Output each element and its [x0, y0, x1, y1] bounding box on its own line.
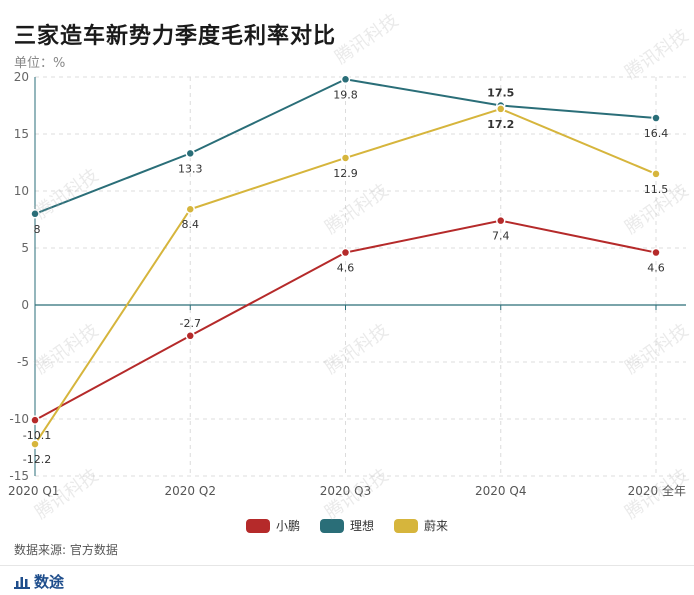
line-chart: -15 -10 -5 0 5 10 15 20 2020 Q1 2020 Q2 2020 Q3 202…: [8, 70, 686, 498]
x-tick-label: 2020 Q3: [320, 484, 371, 498]
footer-divider: [0, 565, 694, 566]
y-tick-label: 0: [21, 298, 29, 312]
data-label: 4.6: [647, 262, 665, 275]
legend-label: 理想: [349, 519, 374, 533]
data-point: [651, 113, 661, 123]
legend-swatch: [319, 518, 344, 533]
data-point: [651, 247, 661, 258]
grid-layer: [34, 76, 686, 477]
x-tick-label: 2020 Q2: [165, 484, 216, 498]
bar-chart-icon: [14, 576, 30, 589]
data-point: [185, 148, 195, 159]
x-tick-label: 2020 Q1: [8, 484, 59, 498]
data-label: 17.5: [487, 87, 514, 100]
data-label: 4.6: [337, 262, 355, 275]
data-point: [30, 439, 40, 449]
data-point: [340, 247, 351, 258]
label-layer: -10.1 -2.7 4.6 7.4 4.6 8 13.3 19.8 17.5 16.4 -12.2…: [23, 87, 668, 467]
data-point: [340, 74, 351, 85]
data-point: [496, 104, 506, 114]
data-point: [185, 331, 195, 341]
data-label: 7.4: [492, 230, 510, 243]
y-tick-label: 10: [14, 184, 29, 198]
legend: 小鹏 理想 蔚来: [0, 517, 694, 534]
y-tick-label: 20: [14, 70, 29, 84]
legend-swatch: [394, 518, 418, 533]
data-source: 数据来源: 官方数据: [14, 543, 118, 557]
x-tick-label: 2020 Q4: [475, 484, 526, 498]
legend-item[interactable]: 蔚来: [394, 517, 448, 534]
data-label: 12.9: [333, 167, 358, 180]
axis-layer: -15 -10 -5 0 5 10 15 20 2020 Q1 2020 Q2 2020 Q3 202…: [8, 70, 686, 498]
x-tick-label: 2020 全年: [628, 483, 686, 498]
y-tick-label: 15: [14, 127, 29, 141]
data-label: 8.4: [182, 218, 200, 231]
legend-label: 小鹏: [275, 519, 300, 533]
series-layer: [30, 74, 661, 449]
data-label: 16.4: [644, 127, 669, 140]
data-label: 13.3: [178, 162, 203, 175]
y-tick-label: -10: [9, 412, 29, 426]
brand-name: 数途: [34, 573, 65, 591]
data-label: 17.2: [487, 118, 514, 131]
data-label: -12.2: [23, 453, 51, 466]
data-label: 11.5: [644, 183, 669, 196]
legend-swatch: [245, 518, 270, 533]
data-point: [496, 215, 506, 226]
unit-label: 单位：%: [14, 56, 66, 71]
brand-logo: 数途: [14, 571, 64, 592]
y-tick-label: -5: [17, 355, 29, 369]
data-point: [340, 153, 351, 163]
chart-title: 三家造车新势力季度毛利率对比: [14, 24, 337, 49]
data-point: [651, 169, 661, 179]
legend-label: 蔚来: [424, 519, 449, 533]
data-point: [185, 204, 195, 214]
y-tick-label: -15: [9, 469, 29, 483]
data-label: -2.7: [180, 317, 201, 330]
data-label: -10.1: [23, 429, 51, 442]
data-point: [30, 209, 40, 219]
legend-item[interactable]: 小鹏: [245, 517, 300, 534]
y-tick-label: 5: [21, 241, 29, 255]
legend-item[interactable]: 理想: [319, 517, 374, 534]
data-label: 19.8: [333, 88, 358, 101]
data-label: 8: [34, 223, 41, 236]
data-point: [30, 415, 40, 425]
